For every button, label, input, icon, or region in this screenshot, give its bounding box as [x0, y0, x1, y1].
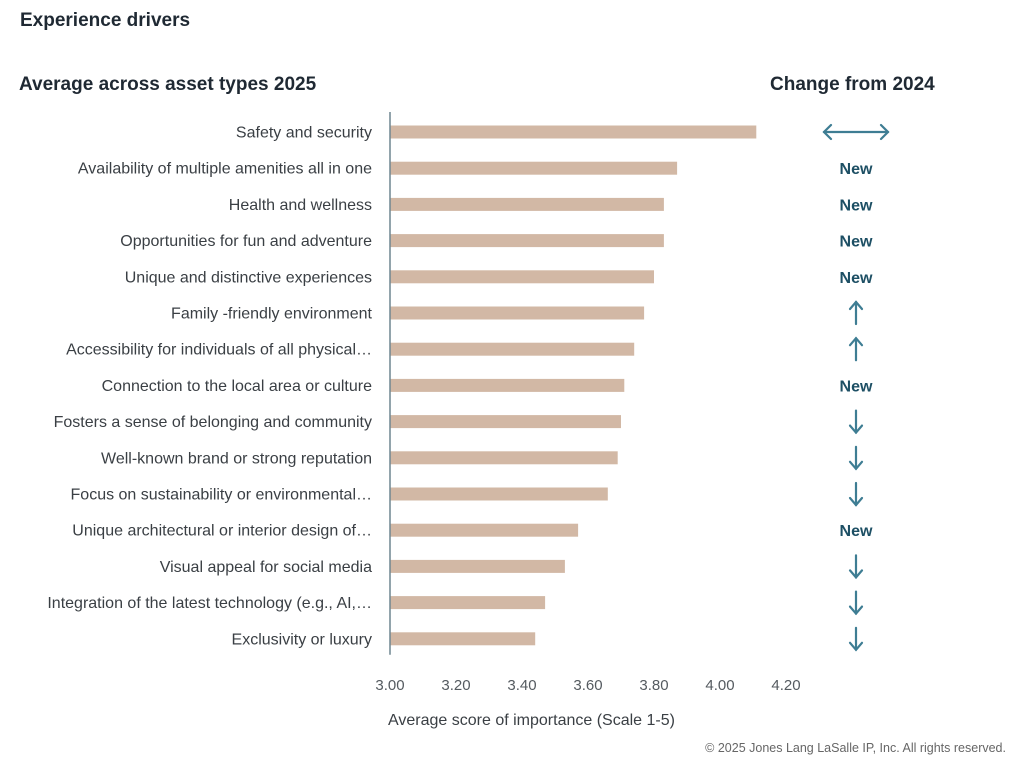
- arrow-down-icon: [848, 626, 864, 652]
- category-label: Connection to the local area or culture: [102, 378, 372, 395]
- arrow-down-icon: [848, 554, 864, 580]
- category-label: Well-known brand or strong reputation: [101, 450, 372, 467]
- category-label: Accessibility for individuals of all phy…: [66, 342, 372, 359]
- bar: [390, 378, 625, 392]
- bar: [390, 415, 621, 429]
- category-label: Availability of multiple amenities all i…: [78, 161, 372, 178]
- category-label: Unique and distinctive experiences: [125, 269, 372, 286]
- arrow-down-icon: [848, 481, 864, 507]
- category-label: Integration of the latest technology (e.…: [47, 595, 372, 612]
- x-tick-label: 3.80: [639, 677, 668, 694]
- bars-group: [390, 125, 757, 646]
- category-label: Fosters a sense of belonging and communi…: [54, 414, 372, 431]
- x-tick-label: 3.40: [507, 677, 536, 694]
- bar: [390, 197, 664, 211]
- bar: [390, 559, 565, 573]
- bar: [390, 523, 579, 537]
- category-label: Visual appeal for social media: [160, 559, 372, 576]
- bar: [390, 487, 608, 501]
- copyright-notice: © 2025 Jones Lang LaSalle IP, Inc. All r…: [705, 741, 1006, 755]
- x-tick-label: 3.60: [573, 677, 602, 694]
- bar: [390, 632, 536, 646]
- arrow-up-icon: [848, 300, 864, 326]
- category-label: Exclusivity or luxury: [232, 631, 372, 648]
- bar: [390, 451, 618, 465]
- change-column-title: Change from 2024: [770, 74, 935, 95]
- change-indicators: New New New New New New: [822, 123, 890, 652]
- category-label: Opportunities for fun and adventure: [120, 233, 372, 250]
- bar: [390, 596, 546, 610]
- category-label: Safety and security: [236, 125, 372, 142]
- x-axis-label: Average score of importance (Scale 1-5): [388, 712, 675, 729]
- bar: [390, 125, 757, 139]
- bar: [390, 306, 645, 320]
- bar: [390, 234, 664, 248]
- bar: [390, 270, 654, 284]
- new-badge: New: [840, 161, 873, 178]
- bar: [390, 161, 678, 175]
- category-label: Family -friendly environment: [171, 306, 373, 323]
- arrow-down-icon: [848, 409, 864, 435]
- new-badge: New: [840, 270, 873, 287]
- arrow-left-right-icon: [822, 123, 890, 141]
- x-axis-ticks: 3.00 3.20 3.40 3.60 3.80 4.00 4.20: [375, 677, 800, 694]
- category-label: Focus on sustainability or environmental…: [71, 487, 372, 504]
- x-tick-label: 4.20: [771, 677, 800, 694]
- x-tick-label: 3.20: [441, 677, 470, 694]
- page-title: Experience drivers: [20, 10, 191, 31]
- arrow-up-icon: [848, 336, 864, 362]
- new-badge: New: [840, 234, 873, 251]
- category-label: Unique architectural or interior design …: [72, 523, 372, 540]
- arrow-down-icon: [848, 445, 864, 471]
- new-badge: New: [840, 378, 873, 395]
- category-labels: Safety and security Availability of multi…: [47, 125, 372, 649]
- arrow-down-icon: [848, 590, 864, 616]
- x-tick-label: 3.00: [375, 677, 404, 694]
- chart-subtitle: Average across asset types 2025: [19, 74, 317, 95]
- category-label: Health and wellness: [229, 197, 372, 214]
- x-tick-label: 4.00: [705, 677, 734, 694]
- new-badge: New: [840, 197, 873, 214]
- bar: [390, 342, 635, 356]
- new-badge: New: [840, 523, 873, 540]
